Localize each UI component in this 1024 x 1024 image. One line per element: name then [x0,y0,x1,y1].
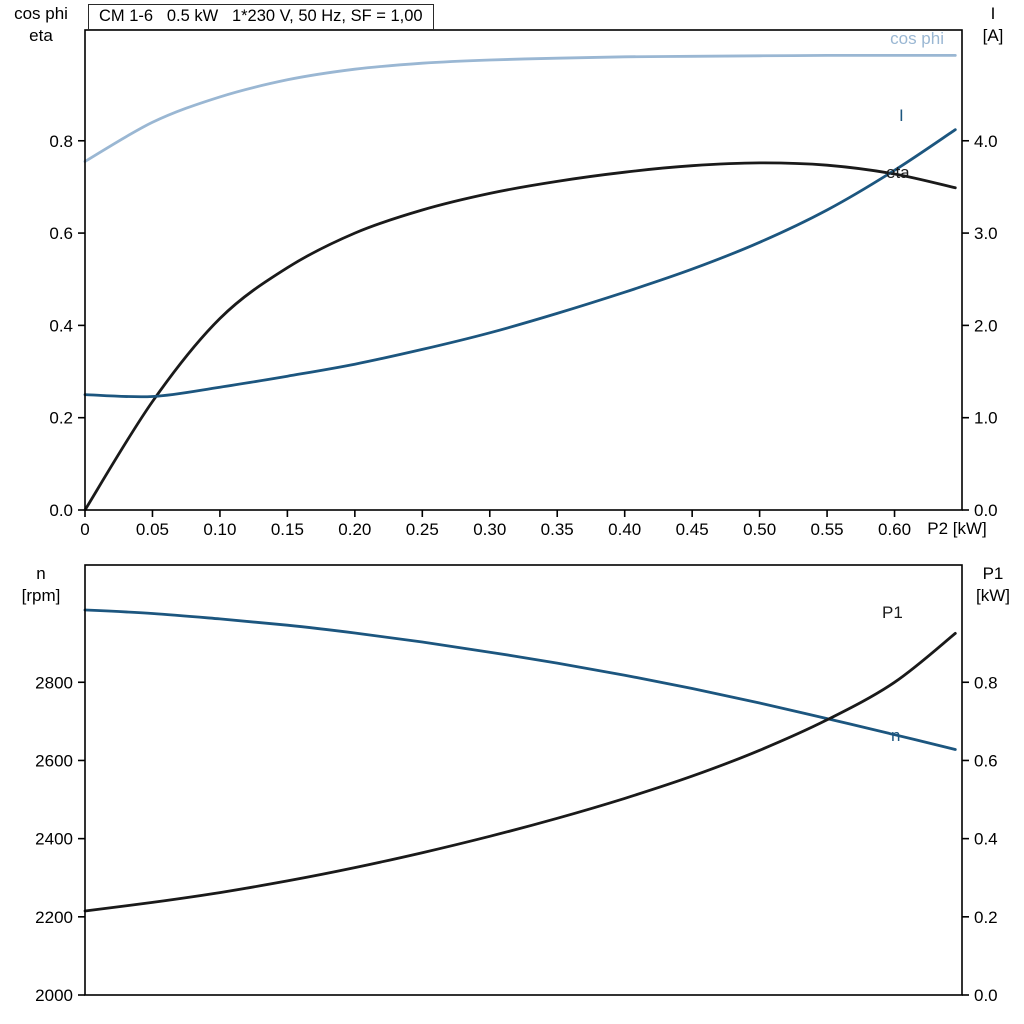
right-tick-label: 1.0 [974,409,998,428]
curve-label-cosphi: cos phi [890,29,944,48]
right-tick-label: 0.6 [974,751,998,770]
x-tick-label: 0.55 [811,520,844,539]
right-tick-label: 0.8 [974,673,998,692]
x-tick-label: 0.60 [878,520,911,539]
left-axis-title-bottom-chart: n [rpm] [0,563,82,607]
right-tick-label: 0.0 [974,501,998,520]
x-tick-label: 0.35 [541,520,574,539]
x-tick-label: 0.05 [136,520,169,539]
series-P1-curve [83,632,957,913]
x-axis-label-p2: P2 [kW] [927,519,987,538]
left-tick-label: 0.0 [49,501,73,520]
left-tick-label: 2400 [35,830,73,849]
x-tick-label: 0.45 [676,520,709,539]
axis-label-speed: n [36,564,46,583]
x-tick-label: 0.10 [203,520,236,539]
series-I-curve [83,128,957,399]
axis-label-rpm-unit: [rpm] [21,586,61,605]
left-tick-label: 0.6 [49,224,73,243]
right-tick-label: 2.0 [974,316,998,335]
x-tick-label: 0 [80,520,89,539]
curve-label-p1: P1 [882,603,903,622]
right-axis-title-bottom-chart: P1 [kW] [963,563,1023,607]
x-tick-label: 0.40 [608,520,641,539]
right-tick-label: 4.0 [974,132,998,151]
series-n-curve [83,608,957,751]
left-tick-label: 2600 [35,751,73,770]
right-axis-title-top-chart: I [A] [963,3,1023,47]
series-eta-curve [83,161,957,512]
left-tick-label: 2200 [35,908,73,927]
left-tick-label: 0.8 [49,132,73,151]
axis-label-p1: P1 [982,564,1004,583]
right-tick-label: 0.4 [974,830,998,849]
left-tick-label: 2800 [35,673,73,692]
axis-label-eta: eta [29,26,53,45]
curve-label-current: I [899,106,904,125]
x-tick-label: 0.25 [406,520,439,539]
plot-frame [84,29,963,511]
axis-label-amps-unit: [A] [982,26,1004,45]
right-tick-label: 0.2 [974,908,998,927]
right-tick-label: 0.0 [974,986,998,1005]
left-tick-label: 0.4 [49,316,73,335]
x-tick-label: 0.20 [338,520,371,539]
axis-label-current: I [990,4,996,23]
x-tick-label: 0.30 [473,520,506,539]
axis-label-kw-unit: [kW] [976,586,1010,605]
curve-label-eta: eta [886,163,910,182]
chart-title-box: CM 1-6 0.5 kW 1*230 V, 50 Hz, SF = 1,00 [88,4,434,30]
curve-label-speed: n [891,726,901,745]
right-tick-label: 3.0 [974,224,998,243]
left-axis-title-top-chart: cos phi eta [0,3,82,47]
chart-1: 2000 2200 2400 2600 2800 0.0 0.2 0.4 0.6 0.8 [35,564,998,1005]
left-tick-label: 2000 [35,986,73,1005]
chart-0: 0.0 0.2 0.4 0.6 0.8 0.0 1.0 2.0 3.0 4.0 0 0.05 0.10 0… [49,29,998,539]
plot-frame [84,564,963,996]
series-cos-phi-curve [83,53,957,163]
axis-label-cosphi: cos phi [14,4,68,23]
left-tick-label: 0.2 [49,409,73,428]
x-tick-label: 0.15 [271,520,304,539]
x-tick-label: 0.50 [743,520,776,539]
